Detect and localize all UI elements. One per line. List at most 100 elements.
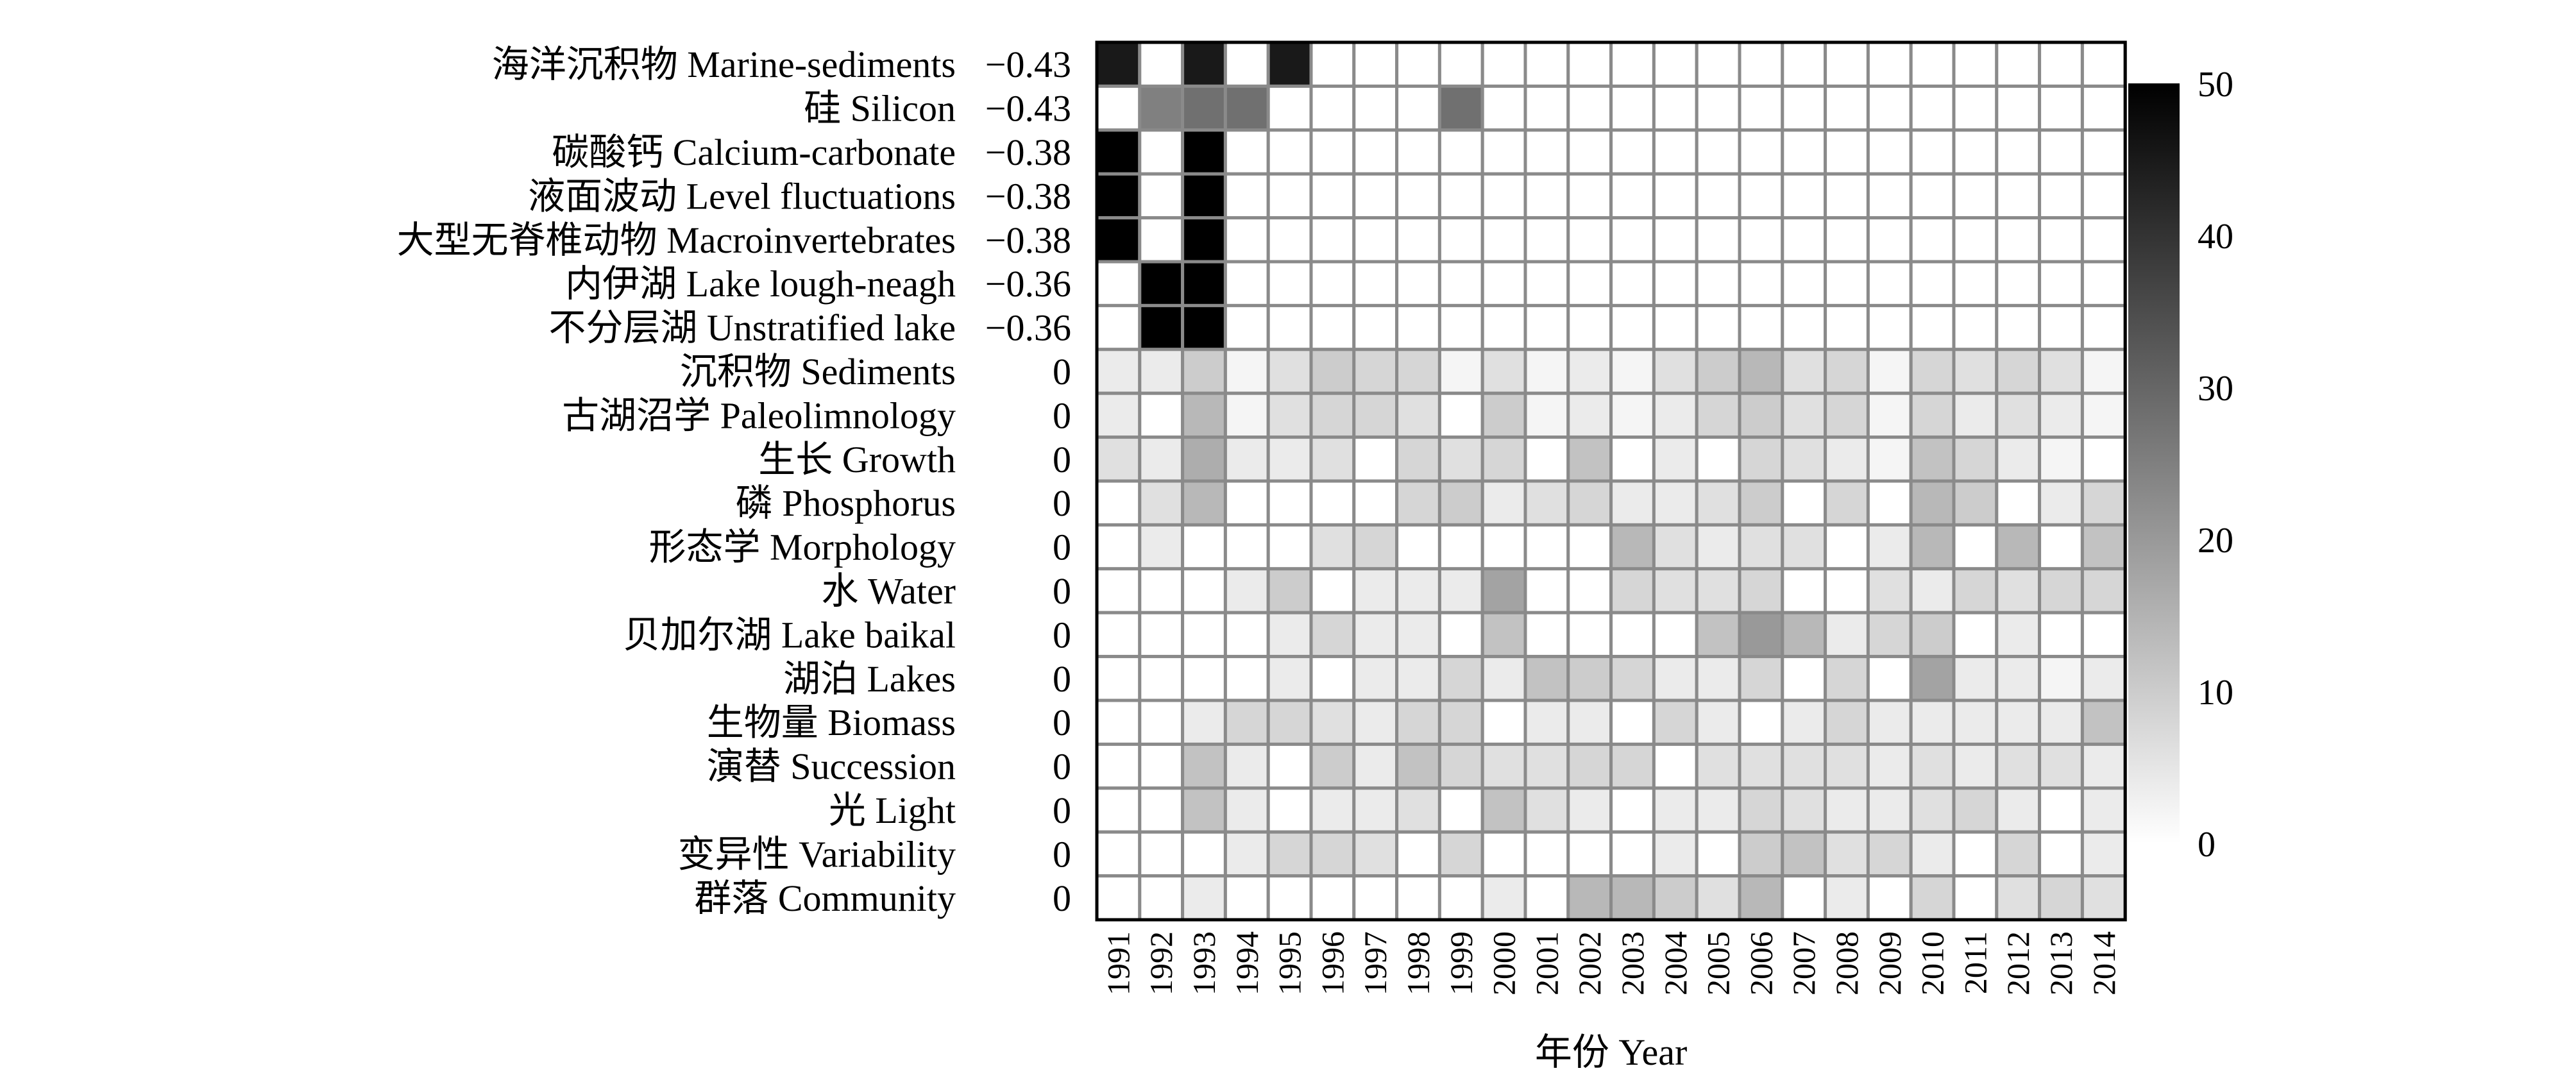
heatmap-cell: [1266, 303, 1313, 351]
heatmap-cell: [1138, 172, 1185, 220]
heatmap-cell: [1480, 567, 1527, 614]
heatmap-cell: [1824, 128, 1870, 176]
heatmap-cell: [2038, 84, 2084, 132]
heatmap-cell: [1266, 436, 1313, 483]
heatmap-cell: [1095, 348, 1142, 395]
heatmap-cell: [1223, 874, 1270, 922]
heatmap-cell: [1138, 303, 1185, 351]
row-label: 硅 Silicon: [804, 88, 956, 130]
heatmap-cell: [1952, 348, 1999, 395]
heatmap-cell: [1652, 172, 1699, 220]
row-score: −0.36: [985, 307, 1071, 349]
heatmap-cell: [1995, 348, 2042, 395]
heatmap-cell: [2038, 260, 2084, 307]
heatmap-cell: [1952, 611, 1999, 659]
heatmap-cell: [1095, 391, 1142, 439]
heatmap-cell: [1652, 479, 1699, 527]
heatmap-cell: [2038, 128, 2084, 176]
heatmap-cell: [1866, 874, 1913, 922]
heatmap-cell: [1437, 655, 1484, 702]
heatmap-cell: [1437, 874, 1484, 922]
year-label: 2006: [1743, 931, 1779, 995]
heatmap-cell: [2038, 523, 2084, 571]
heatmap-cell: [1652, 348, 1699, 395]
heatmap-cell: [1437, 303, 1484, 351]
heatmap-cell: [1781, 303, 1827, 351]
heatmap-cell: [1781, 655, 1827, 702]
heatmap-cell: [1738, 479, 1784, 527]
heatmap-cell: [1566, 786, 1613, 834]
heatmap-cell: [1652, 40, 1699, 88]
heatmap-cell: [1781, 172, 1827, 220]
heatmap-cell: [1866, 567, 1913, 614]
heatmap-cell: [1781, 391, 1827, 439]
row-score: 0: [1053, 746, 1071, 788]
heatmap-cell: [2038, 303, 2084, 351]
heatmap-cell: [1223, 216, 1270, 264]
row-label: 湖泊 Lakes: [783, 658, 956, 700]
heatmap-cell: [1824, 567, 1870, 614]
heatmap-cell: [1352, 84, 1399, 132]
colorbar-tick-label: 0: [2198, 825, 2216, 865]
heatmap-cell: [1781, 128, 1827, 176]
heatmap-cell: [1652, 260, 1699, 307]
heatmap-cell: [1609, 523, 1656, 571]
heatmap-cell: [1223, 567, 1270, 614]
heatmap-cell: [1352, 216, 1399, 264]
heatmap-cell: [1738, 391, 1784, 439]
heatmap-cell: [1866, 84, 1913, 132]
heatmap-cell: [1181, 172, 1227, 220]
heatmap-cell: [1223, 786, 1270, 834]
heatmap-cell: [1609, 611, 1656, 659]
heatmap-cell: [2080, 260, 2127, 307]
heatmap-cell: [1952, 874, 1999, 922]
heatmap-cell: [1738, 128, 1784, 176]
heatmap-cell: [1566, 40, 1613, 88]
heatmap-cell: [1781, 40, 1827, 88]
row-label: 水 Water: [821, 570, 956, 612]
heatmap-cell: [1824, 742, 1870, 790]
heatmap-cell: [1480, 40, 1527, 88]
heatmap-cell: [1395, 874, 1441, 922]
heatmap-cell: [1437, 348, 1484, 395]
heatmap-cell: [2080, 567, 2127, 614]
heatmap-cell: [1609, 655, 1656, 702]
heatmap-cell: [1181, 874, 1227, 922]
heatmap-cell: [1480, 698, 1527, 746]
heatmap-cells: [1095, 40, 2127, 922]
heatmap-cell: [1095, 874, 1142, 922]
heatmap-cell: [1480, 611, 1527, 659]
heatmap-cell: [1652, 84, 1699, 132]
heatmap-cell: [1909, 567, 1956, 614]
row-label: 生物量 Biomass: [707, 702, 956, 743]
heatmap-cell: [1309, 567, 1356, 614]
score-labels: −0.43−0.43−0.38−0.38−0.38−0.36−0.3600000…: [985, 44, 1071, 919]
heatmap-cell: [1695, 128, 1741, 176]
row-score: 0: [1053, 527, 1071, 568]
heatmap-cell: [1309, 655, 1356, 702]
heatmap-cell: [1952, 84, 1999, 132]
heatmap-cell: [1995, 216, 2042, 264]
heatmap-cell: [1909, 216, 1956, 264]
heatmap-cell: [1181, 523, 1227, 571]
heatmap-cell: [2038, 172, 2084, 220]
heatmap-cell: [1866, 436, 1913, 483]
heatmap-cell: [1824, 391, 1870, 439]
heatmap-cell: [1695, 172, 1741, 220]
heatmap-cell: [1866, 128, 1913, 176]
heatmap-cell: [1523, 128, 1570, 176]
heatmap-cell: [1138, 128, 1185, 176]
colorbar-tick-label: 30: [2198, 369, 2233, 409]
row-score: 0: [1053, 877, 1071, 919]
colorbar-tick-label: 10: [2198, 673, 2233, 713]
heatmap-cell: [1995, 436, 2042, 483]
heatmap-cell: [1909, 830, 1956, 878]
heatmap-cell: [1781, 698, 1827, 746]
heatmap-cell: [1181, 786, 1227, 834]
heatmap-cell: [2080, 172, 2127, 220]
heatmap-cell: [1181, 348, 1227, 395]
heatmap-cell: [2080, 523, 2127, 571]
heatmap-cell: [2038, 40, 2084, 88]
heatmap-cell: [1395, 40, 1441, 88]
heatmap-cell: [1309, 348, 1356, 395]
